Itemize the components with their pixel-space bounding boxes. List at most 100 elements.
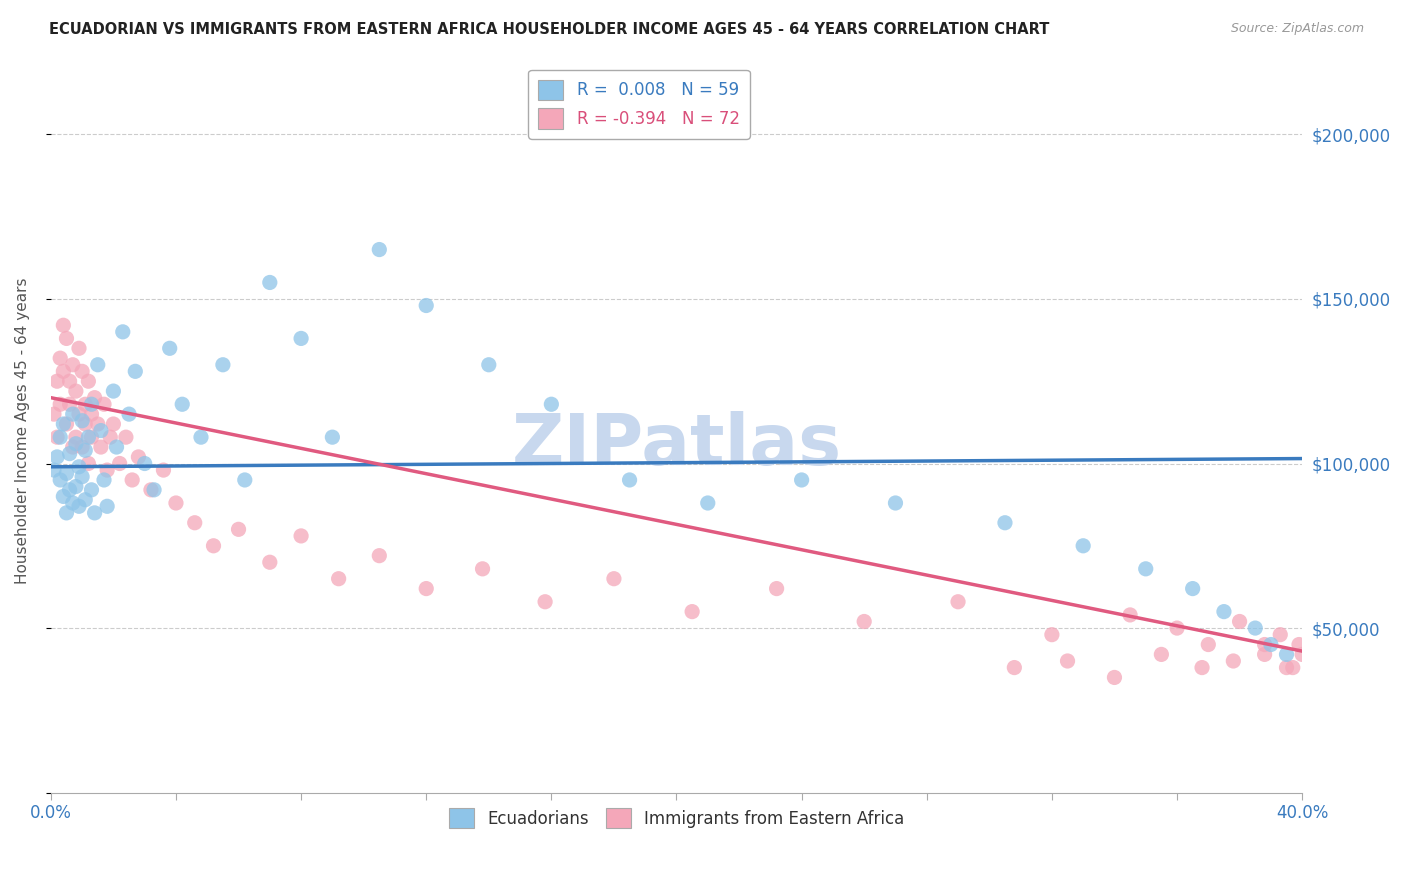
Point [62, 358, 84, 372]
Point [59, 397, 82, 411]
Point [77, 374, 100, 388]
Point [77, 430, 100, 444]
Point [93, 397, 115, 411]
Point [80, 407, 103, 421]
Point [540, 397, 562, 411]
Point [127, 450, 149, 464]
Point [165, 496, 187, 510]
Point [321, 430, 343, 444]
Point [75, 443, 97, 458]
Point [105, 440, 128, 454]
Point [1270, 628, 1292, 642]
Point [368, 243, 391, 257]
Point [1056, 654, 1078, 668]
Point [884, 496, 907, 510]
Point [1253, 648, 1275, 662]
Point [139, 483, 162, 497]
Point [478, 358, 501, 372]
Point [121, 473, 143, 487]
Point [681, 605, 703, 619]
Point [77, 457, 100, 471]
Point [1191, 660, 1213, 674]
Point [184, 516, 207, 530]
Point [103, 384, 125, 398]
Point [62, 440, 84, 454]
Point [65, 436, 87, 450]
Point [67, 341, 90, 355]
Point [83, 506, 105, 520]
Point [368, 549, 391, 563]
Point [1275, 648, 1298, 662]
Point [1222, 654, 1244, 668]
Point [696, 496, 718, 510]
Point [1213, 605, 1236, 619]
Point [87, 358, 110, 372]
Point [1071, 539, 1094, 553]
Point [1002, 660, 1025, 674]
Point [62, 407, 84, 421]
Point [46, 450, 69, 464]
Point [118, 407, 141, 421]
Point [59, 374, 82, 388]
Point [52, 490, 75, 504]
Y-axis label: Householder Income Ages 45 - 64 years: Householder Income Ages 45 - 64 years [15, 277, 30, 584]
Point [52, 318, 75, 333]
Point [103, 417, 125, 431]
Point [75, 417, 97, 431]
Point [83, 391, 105, 405]
Point [90, 440, 112, 454]
Point [59, 483, 82, 497]
Point [90, 424, 112, 438]
Point [853, 615, 876, 629]
Point [70, 440, 93, 454]
Point [70, 469, 93, 483]
Point [67, 500, 90, 514]
Point [212, 358, 235, 372]
Point [49, 473, 72, 487]
Point [765, 582, 787, 596]
Point [190, 430, 212, 444]
Point [328, 572, 350, 586]
Point [65, 430, 87, 444]
Point [115, 430, 138, 444]
Text: Source: ZipAtlas.com: Source: ZipAtlas.com [1230, 22, 1364, 36]
Point [93, 473, 115, 487]
Point [55, 417, 77, 431]
Point [1135, 562, 1157, 576]
Point [52, 417, 75, 431]
Point [70, 364, 93, 378]
Point [290, 529, 312, 543]
Point [80, 483, 103, 497]
Point [55, 331, 77, 345]
Point [111, 325, 134, 339]
Point [67, 459, 90, 474]
Point [46, 374, 69, 388]
Point [87, 417, 110, 431]
Point [790, 473, 813, 487]
Point [1040, 628, 1063, 642]
Point [1181, 582, 1204, 596]
Point [98, 430, 121, 444]
Point [1288, 638, 1310, 652]
Point [96, 500, 118, 514]
Point [159, 341, 181, 355]
Point [1281, 660, 1303, 674]
Point [1166, 621, 1188, 635]
Point [80, 430, 103, 444]
Point [1150, 648, 1173, 662]
Point [75, 397, 97, 411]
Point [172, 397, 194, 411]
Point [49, 397, 72, 411]
Point [124, 364, 146, 378]
Point [62, 496, 84, 510]
Point [42, 463, 65, 477]
Point [42, 407, 65, 421]
Point [290, 331, 312, 345]
Point [534, 595, 557, 609]
Point [1253, 638, 1275, 652]
Point [1229, 615, 1251, 629]
Point [52, 364, 75, 378]
Point [1275, 660, 1298, 674]
Point [67, 407, 90, 421]
Point [59, 447, 82, 461]
